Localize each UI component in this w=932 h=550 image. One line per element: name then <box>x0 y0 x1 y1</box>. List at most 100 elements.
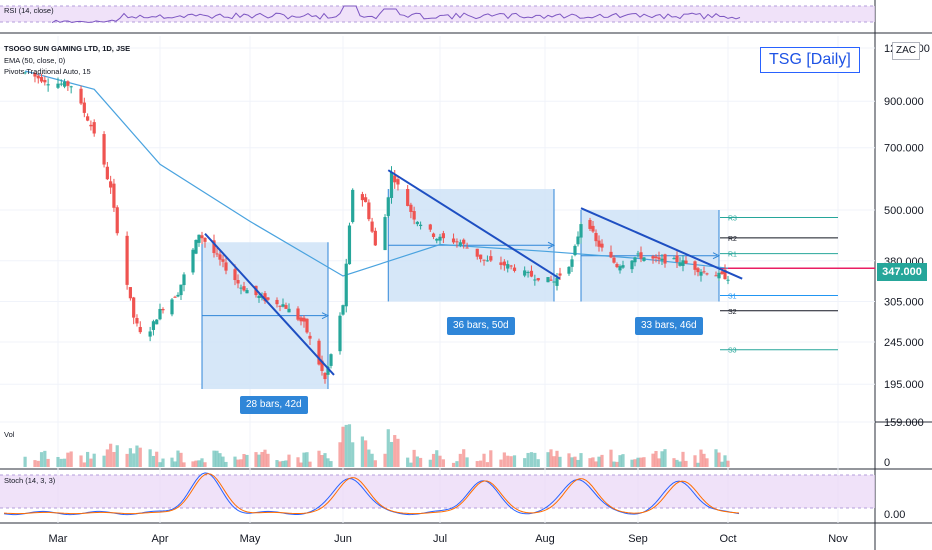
candle-body <box>523 270 527 276</box>
candle-body <box>151 321 156 330</box>
volume-bar <box>308 461 312 467</box>
candle-body <box>651 256 655 259</box>
candle-body <box>526 272 530 274</box>
volume-bar <box>33 460 37 467</box>
ema-legend: EMA (50, close, 0) <box>4 56 66 65</box>
candle-body <box>576 236 580 245</box>
candle-body <box>428 224 432 230</box>
candle-body <box>182 274 186 286</box>
volume-bar <box>672 458 676 467</box>
volume-bar <box>364 440 368 467</box>
volume-bar <box>485 462 490 467</box>
candle-body <box>615 263 619 268</box>
volume-bar <box>419 457 423 467</box>
volume-bar <box>523 458 527 467</box>
ema-line <box>24 70 729 277</box>
volume-bar <box>367 449 371 467</box>
volume-bar <box>618 455 622 467</box>
candle-body <box>696 268 700 273</box>
candle-body <box>591 225 595 232</box>
volume-bar <box>723 455 727 467</box>
price-axis-label: 195.000 <box>884 379 924 391</box>
volume-bar <box>323 453 327 467</box>
volume-bar <box>218 453 222 467</box>
candle-body <box>56 83 60 88</box>
candle-body <box>475 248 479 257</box>
candle-body <box>570 259 574 267</box>
candle-body <box>714 275 718 277</box>
volume-bar <box>699 449 703 467</box>
candle-body <box>702 271 706 273</box>
candle-body <box>612 257 616 263</box>
candle-body <box>320 360 324 371</box>
volume-bar <box>465 457 469 467</box>
volume-bar <box>115 445 119 467</box>
trend-line <box>580 207 743 280</box>
volume-bar <box>102 455 106 467</box>
candle-body <box>654 256 658 259</box>
candle-body <box>46 84 50 86</box>
volume-bar <box>675 459 679 467</box>
candle-body <box>266 297 270 300</box>
candle-body <box>299 317 303 322</box>
volume-bar <box>299 462 303 467</box>
volume-bar <box>224 461 228 467</box>
candle-body <box>43 79 47 83</box>
candle-body <box>105 166 109 180</box>
candle-body <box>242 286 246 291</box>
candle-body <box>236 280 240 284</box>
volume-bar <box>573 456 577 467</box>
candle-body <box>693 261 697 270</box>
volume-bar <box>46 458 50 467</box>
candle-body <box>681 260 685 266</box>
volume-bar <box>158 462 162 467</box>
volume-bar <box>526 452 530 467</box>
volume-bar <box>305 452 309 467</box>
volume-bar <box>489 450 493 467</box>
volume-bar <box>717 452 721 467</box>
candle-body <box>546 277 550 283</box>
candle-body <box>657 257 661 260</box>
candle-body <box>567 266 571 274</box>
volume-bar <box>479 460 483 467</box>
volume-bar <box>317 450 321 467</box>
volume-bar <box>257 454 261 467</box>
stoch-label: Stoch (14, 3, 3) <box>4 476 56 485</box>
candle-body <box>720 271 724 274</box>
volume-bar <box>576 459 580 467</box>
candle-body <box>364 197 368 203</box>
candle-body <box>482 259 486 261</box>
volume-bar <box>132 453 136 467</box>
price-axis-label: 159.000 <box>884 417 924 429</box>
currency-button[interactable]: ZAC <box>892 42 920 60</box>
stoch-band <box>0 475 875 508</box>
candle-body <box>158 308 162 320</box>
x-axis-label: Mar <box>49 533 68 545</box>
candle-body <box>308 335 312 339</box>
volume-bar <box>393 435 397 467</box>
candle-body <box>39 76 44 82</box>
candle-body <box>263 293 267 302</box>
range-label: 36 bars, 50d <box>447 317 515 335</box>
volume-bar <box>266 453 270 467</box>
candle-body <box>502 261 506 266</box>
volume-bar <box>409 462 413 467</box>
pivot-label: R3 <box>728 216 737 223</box>
volume-bar <box>412 449 416 467</box>
volume-bar <box>338 442 342 467</box>
volume-bar <box>639 457 643 467</box>
price-axis-label: 305.000 <box>884 296 924 308</box>
volume-bar <box>284 460 288 467</box>
candle-body <box>66 81 70 86</box>
volume-bar <box>260 451 264 467</box>
volume-bar <box>135 445 139 467</box>
candle-body <box>465 247 469 249</box>
volume-bar <box>173 461 177 467</box>
volume-bar <box>702 453 706 467</box>
candle-body <box>367 202 371 220</box>
volume-bar <box>242 453 246 467</box>
volume-bar <box>138 447 142 467</box>
volume-bar <box>396 438 400 467</box>
volume-bar <box>591 457 595 467</box>
candle-body <box>257 295 261 299</box>
